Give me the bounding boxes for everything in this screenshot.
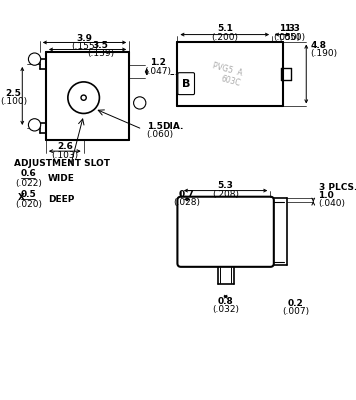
Text: 0.7: 0.7 [179,190,195,198]
Text: (.100): (.100) [0,97,27,106]
Text: WIDE: WIDE [48,174,74,183]
Text: 2.6: 2.6 [57,142,73,151]
Circle shape [28,119,41,131]
Text: 3.5: 3.5 [93,40,109,50]
Text: (.208): (.208) [212,190,239,198]
Text: 2: 2 [137,98,143,108]
Text: 1.2: 1.2 [150,58,166,67]
Text: 5.3: 5.3 [218,181,234,190]
Text: 2.5: 2.5 [6,89,21,98]
Text: 3.9: 3.9 [77,34,93,42]
Text: X: X [18,193,25,202]
FancyBboxPatch shape [177,197,274,267]
Text: (.050): (.050) [273,33,300,42]
Text: 1.0: 1.0 [319,191,334,200]
Text: DIA.: DIA. [162,122,183,131]
Text: (.050): (.050) [279,33,306,42]
Text: (.007): (.007) [282,307,309,316]
Text: DEEP: DEEP [48,195,74,204]
Text: (.022): (.022) [15,179,42,188]
Text: (.028): (.028) [174,198,200,207]
Text: (.103): (.103) [51,151,78,160]
Text: 1.5: 1.5 [147,122,163,131]
Text: 0.8: 0.8 [218,297,234,306]
Text: 3 PLCS.: 3 PLCS. [319,184,356,192]
Text: (.047): (.047) [145,67,172,76]
Text: 1: 1 [32,55,37,64]
Circle shape [134,97,146,109]
Text: 1.3: 1.3 [284,24,300,33]
Text: (.155): (.155) [71,42,98,51]
Text: (.020): (.020) [15,200,42,209]
Text: 603C: 603C [220,74,242,88]
Text: (.032): (.032) [212,305,239,314]
Text: (.190): (.190) [311,49,338,58]
Text: (.200): (.200) [211,33,238,42]
Circle shape [81,95,86,100]
Text: 1.3: 1.3 [279,24,295,33]
Text: B: B [182,79,190,89]
Text: 0.2: 0.2 [288,299,304,308]
Circle shape [28,53,41,65]
Circle shape [68,82,99,114]
Text: ADJUSTMENT SLOT: ADJUSTMENT SLOT [14,159,110,168]
Text: 5.1: 5.1 [217,24,233,33]
Text: PVG5  A: PVG5 A [211,61,243,78]
Text: 3: 3 [32,120,37,129]
Text: 4.8: 4.8 [311,42,326,50]
Text: (.060): (.060) [147,130,174,139]
Text: (.139): (.139) [87,49,114,58]
Text: (.040): (.040) [319,199,346,208]
FancyBboxPatch shape [178,73,194,95]
Text: 0.6: 0.6 [21,168,36,178]
Text: 0.5: 0.5 [21,190,36,198]
